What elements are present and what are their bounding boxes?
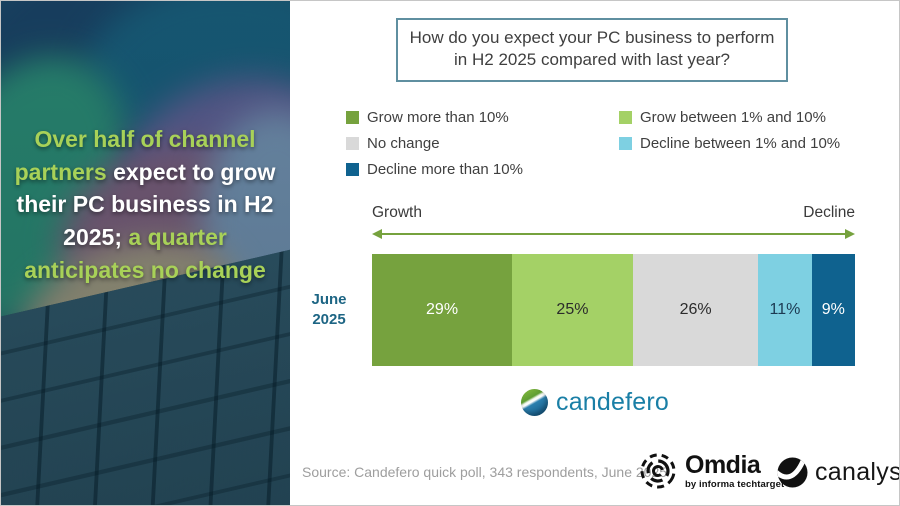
image-tint-overlay [1, 1, 290, 505]
row-label-year: 2025 [312, 311, 346, 329]
chart-question-text: How do you expect your PC business to pe… [409, 28, 775, 70]
stacked-bar: 29% 25% 26% 11% 9% [372, 254, 855, 366]
omdia-wordmark: Omdia [685, 450, 761, 479]
omdia-text-block: Omdia by informa techtarget [685, 450, 785, 490]
bar-segment-value: 26% [679, 301, 712, 318]
canalys-logo: canalys [777, 457, 900, 488]
legend-label: Grow more than 10% [367, 109, 509, 126]
left-image-panel: Over half of channel partners expect to … [1, 1, 290, 505]
growth-decline-arrow [372, 229, 855, 239]
omdia-rings-icon [640, 453, 676, 489]
omdia-logo: Omdia by informa techtarget [638, 451, 784, 491]
canalys-swoosh-icon [777, 457, 808, 488]
legend-label: Grow between 1% and 10% [640, 109, 826, 126]
legend-item-grow-1-10: Grow between 1% and 10% [619, 109, 826, 126]
legend-item-decline-1-10: Decline between 1% and 10% [619, 135, 840, 152]
canalys-wordmark: canalys [815, 458, 900, 486]
bar-segment-decline-1-10: 11% [758, 254, 812, 366]
legend-label: Decline more than 10% [367, 161, 523, 178]
headline-text: Over half of channel partners expect to … [11, 123, 279, 286]
row-label-month: June [311, 291, 347, 308]
candefero-globe-icon [521, 389, 548, 416]
legend-swatch-no-change [346, 137, 359, 150]
bar-segment-value: 25% [556, 301, 589, 318]
bar-segment-value: 11% [769, 301, 801, 318]
axis-label-growth: Growth [372, 204, 422, 221]
headline-segment-green-1: Over half of channel partners [14, 126, 256, 185]
legend-item-no-change: No change [346, 135, 440, 152]
arrow-head-left-icon [372, 229, 382, 239]
legend-item-grow-more-10: Grow more than 10% [346, 109, 509, 126]
bar-segment-value: 29% [426, 301, 459, 318]
source-attribution: Source: Candefero quick poll, 343 respon… [302, 464, 668, 480]
arrow-line [380, 233, 847, 235]
candefero-wordmark: candefero [556, 388, 669, 416]
legend-swatch-decline-more-10 [346, 163, 359, 176]
bar-segment-value: 9% [821, 301, 845, 318]
headline-segment-white: expect to grow their PC business in H2 2… [16, 158, 276, 250]
chart-panel: How do you expect your PC business to pe… [290, 1, 900, 505]
chart-question-box: How do you expect your PC business to pe… [396, 18, 788, 82]
bar-row-label: June 2025 [296, 290, 362, 331]
axis-annotation-row: Growth Decline [372, 204, 855, 222]
omdia-tagline: by informa techtarget [685, 478, 785, 490]
legend-label: No change [367, 135, 440, 152]
legend-swatch-grow-more-10 [346, 111, 359, 124]
headline-segment-green-2: a quarter anticipates no change [24, 223, 266, 283]
candefero-logo: candefero [521, 388, 669, 417]
legend-label: Decline between 1% and 10% [640, 135, 841, 152]
bar-segment-grow-more-10: 29% [372, 254, 513, 366]
arrow-head-right-icon [845, 229, 855, 239]
bar-segment-no-change: 26% [632, 254, 759, 366]
legend-item-decline-more-10: Decline more than 10% [346, 161, 523, 178]
legend-swatch-decline-1-10 [619, 137, 632, 150]
bar-segment-grow-1-10: 25% [512, 254, 633, 366]
legend-swatch-grow-1-10 [619, 111, 632, 124]
bar-segment-decline-more-10: 9% [811, 254, 855, 366]
axis-label-decline: Decline [803, 204, 855, 221]
